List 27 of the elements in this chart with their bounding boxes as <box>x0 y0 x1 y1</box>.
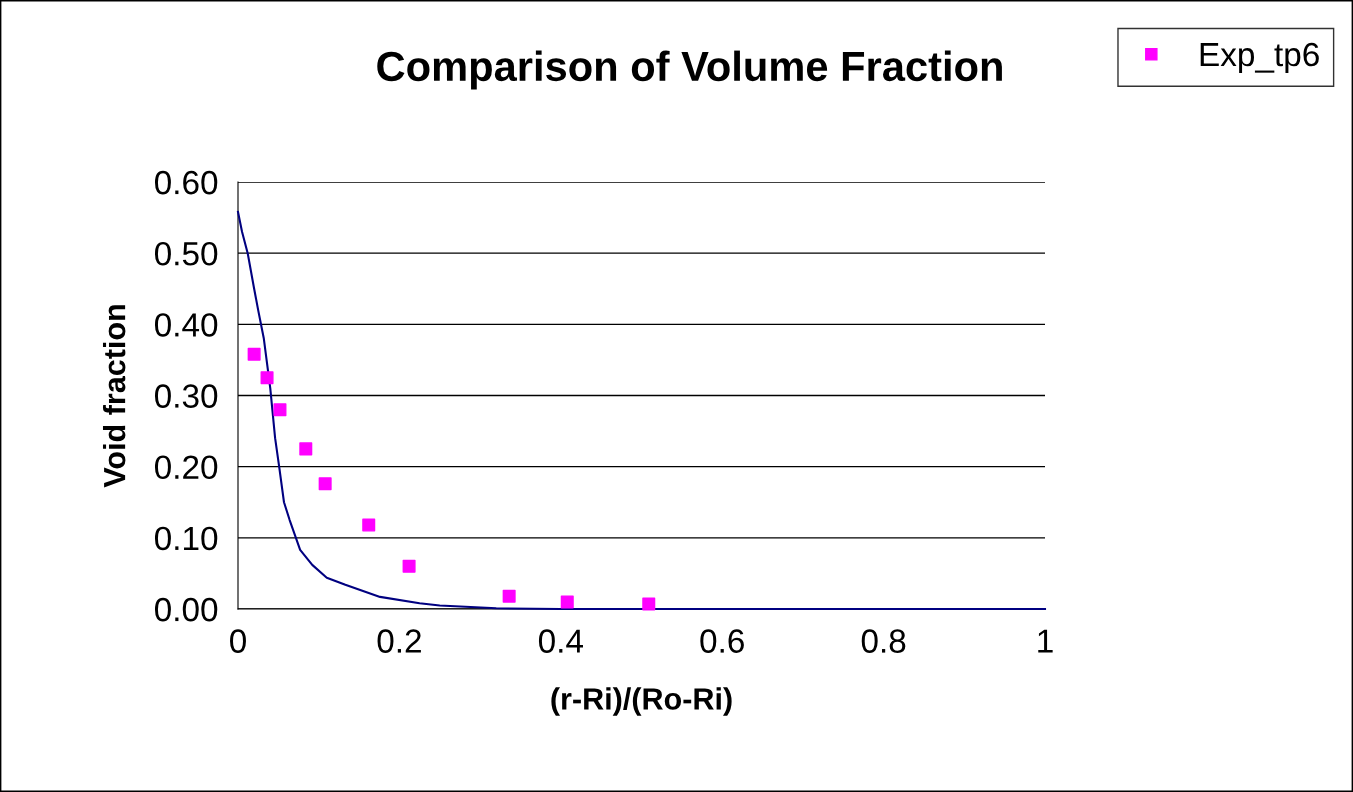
x-tick-label: 0.8 <box>861 629 906 653</box>
point <box>318 477 332 491</box>
y-tick-label: 0.20 <box>154 455 218 480</box>
point <box>273 403 287 417</box>
point <box>362 518 376 532</box>
point <box>560 595 574 609</box>
x-axis-title: (r-Ri)/(Ro-Ri) <box>551 687 732 716</box>
y-tick-label: 0.50 <box>154 241 218 266</box>
point <box>247 347 261 361</box>
x-tick-label: 0.6 <box>700 629 744 653</box>
chart-title: Comparison of Volume Fraction <box>377 50 1002 90</box>
y-tick-label: 0.40 <box>154 313 218 337</box>
point <box>299 442 313 456</box>
point <box>260 371 274 385</box>
y-tick-label: 0.00 <box>154 597 218 622</box>
x-tick-label: 1 <box>1038 629 1053 653</box>
point <box>642 597 656 611</box>
y-tick-label: 0.60 <box>154 170 218 195</box>
x-tick-label: 0.4 <box>538 629 583 653</box>
point <box>502 589 516 603</box>
y-tick-label: 0.30 <box>154 384 218 408</box>
y-tick-label: 0.10 <box>154 526 218 551</box>
point <box>402 559 416 573</box>
y-axis-title: Void fraction <box>102 305 126 488</box>
x-tick-label: 0 <box>230 629 246 653</box>
x-tick-label: 0.2 <box>377 629 421 653</box>
legend-label: Exp_tp6 <box>1200 42 1319 73</box>
